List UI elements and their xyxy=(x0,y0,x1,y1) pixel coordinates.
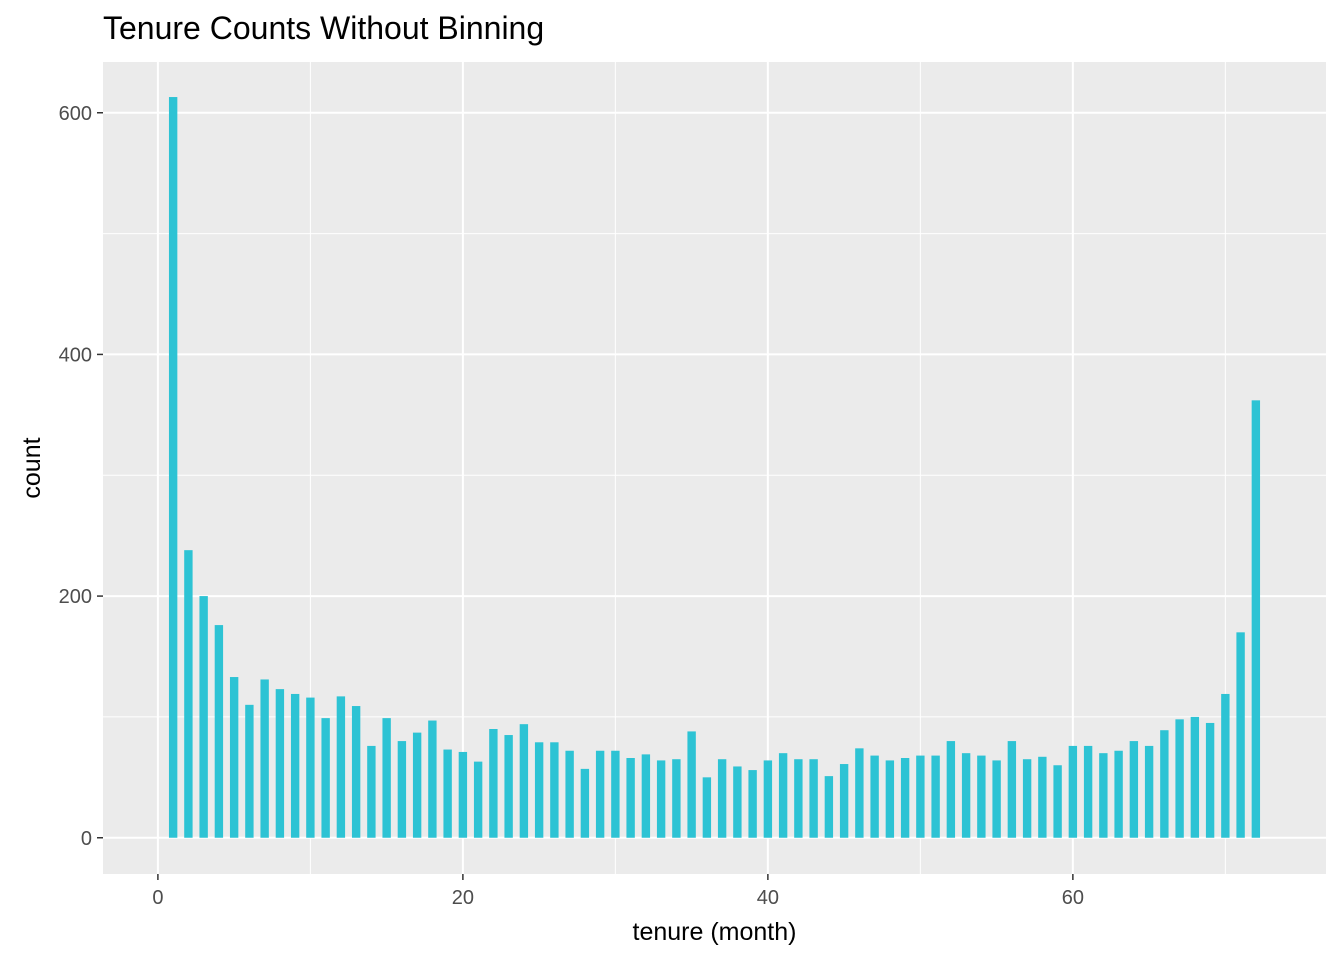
bar xyxy=(763,760,773,838)
bar xyxy=(611,750,620,838)
x-axis-title: tenure (month) xyxy=(633,918,797,946)
bar xyxy=(1160,730,1169,838)
bar xyxy=(839,764,849,838)
bar xyxy=(733,766,742,838)
bar xyxy=(214,625,224,838)
chart-title: Tenure Counts Without Binning xyxy=(103,10,545,46)
bar xyxy=(489,729,498,838)
bar xyxy=(1099,753,1108,838)
bar xyxy=(977,755,986,838)
bar xyxy=(1190,716,1200,838)
bar xyxy=(809,759,818,838)
y-tick-label: 200 xyxy=(59,586,92,608)
y-tick-label: 400 xyxy=(59,344,92,366)
x-tick-label: 0 xyxy=(152,887,163,909)
bar xyxy=(702,777,712,838)
bar xyxy=(1038,756,1047,838)
bar xyxy=(748,770,757,838)
bar xyxy=(885,760,895,838)
bar xyxy=(1007,741,1017,838)
y-axis: 0 200 400 600 xyxy=(59,103,103,850)
bar xyxy=(1205,722,1215,838)
bar xyxy=(428,720,437,838)
bar xyxy=(794,759,803,838)
bar xyxy=(351,706,361,838)
bar xyxy=(229,677,239,838)
bar xyxy=(916,755,925,838)
x-tick-label: 60 xyxy=(1062,887,1084,909)
bar xyxy=(397,741,407,838)
bars xyxy=(168,97,1261,838)
bar xyxy=(290,693,300,838)
bar xyxy=(367,745,376,838)
bar xyxy=(1022,759,1032,838)
x-tick-label: 40 xyxy=(757,887,779,909)
bar xyxy=(473,761,483,838)
bar xyxy=(550,742,559,838)
bar xyxy=(961,753,971,838)
bar xyxy=(1175,719,1184,838)
bar xyxy=(1053,765,1062,838)
bar xyxy=(672,759,681,838)
bar xyxy=(412,732,422,838)
bar xyxy=(306,697,315,838)
bar xyxy=(565,750,574,838)
bar xyxy=(458,751,468,838)
bar xyxy=(778,753,788,838)
x-axis: 0 20 40 60 xyxy=(152,874,1084,909)
bar xyxy=(1144,745,1154,838)
bar xyxy=(656,760,666,838)
x-tick-label: 20 xyxy=(452,887,474,909)
y-tick-label: 600 xyxy=(59,103,92,125)
bar xyxy=(641,754,651,838)
bar xyxy=(1251,400,1261,838)
bar xyxy=(168,97,178,838)
bar xyxy=(336,696,346,838)
bar xyxy=(1221,693,1230,838)
bar xyxy=(717,759,727,838)
bar xyxy=(199,596,208,838)
bar xyxy=(1129,741,1139,838)
y-axis-title: count xyxy=(18,437,46,498)
bar xyxy=(946,741,956,838)
bar xyxy=(900,758,910,838)
bar xyxy=(184,550,193,838)
bar xyxy=(443,749,452,838)
bar xyxy=(595,750,605,838)
bar xyxy=(870,755,879,838)
y-tick-label: 0 xyxy=(81,828,92,850)
bar xyxy=(1236,632,1245,838)
bar xyxy=(275,689,285,838)
bar xyxy=(824,776,834,838)
bar xyxy=(321,718,330,838)
bar xyxy=(992,760,1001,838)
plot-panel xyxy=(103,62,1326,874)
bar xyxy=(1114,750,1123,838)
bar xyxy=(1083,745,1093,838)
bar xyxy=(519,724,529,838)
bar xyxy=(580,768,590,838)
bar xyxy=(382,718,391,838)
bar xyxy=(931,755,940,838)
bar xyxy=(245,704,254,838)
minor-gridlines xyxy=(103,62,1326,874)
bar xyxy=(260,679,269,838)
bar xyxy=(534,742,544,838)
bar xyxy=(1068,745,1078,838)
bar xyxy=(855,748,864,838)
bar xyxy=(504,735,513,838)
bar xyxy=(626,758,635,838)
bar xyxy=(687,731,696,838)
